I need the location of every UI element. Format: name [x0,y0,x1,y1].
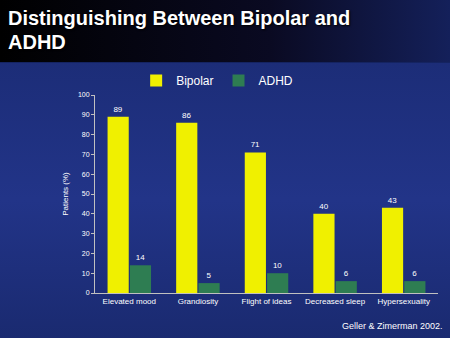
svg-text:20: 20 [82,250,90,257]
svg-text:0: 0 [86,289,90,296]
svg-text:80: 80 [82,131,90,138]
svg-text:86: 86 [182,111,191,120]
svg-text:6: 6 [412,269,417,278]
svg-text:100: 100 [78,91,90,98]
svg-text:Elevated mood: Elevated mood [103,297,156,306]
html-text:Distinguishing Between Bipolar: Distinguishing Between Bipolar and ADHD [8,7,351,53]
svg-text:40: 40 [319,202,328,211]
svg-text:89: 89 [113,105,122,114]
svg-text:Patients (%): Patients (%) [61,172,70,216]
svg-text:6: 6 [344,269,349,278]
svg-text:Geller & Zimerman 2002.: Geller & Zimerman 2002. [342,321,443,331]
svg-text:Hypersexuality: Hypersexuality [377,297,429,306]
svg-text:50: 50 [82,190,90,197]
svg-text:ADHD: ADHD [259,74,293,88]
svg-text:71: 71 [251,140,260,149]
svg-text:10: 10 [273,261,282,270]
svg-text:Grandiosity: Grandiosity [178,297,218,306]
svg-text:Decreased sleep: Decreased sleep [305,297,366,306]
svg-text:70: 70 [82,151,90,158]
svg-text:10: 10 [82,270,90,277]
svg-text:Bipolar: Bipolar [176,74,213,88]
svg-text:40: 40 [82,210,90,217]
svg-text:90: 90 [82,111,90,118]
svg-text:60: 60 [82,171,90,178]
svg-text:30: 30 [82,230,90,237]
svg-text:43: 43 [388,196,397,205]
svg-text:5: 5 [207,271,212,280]
svg-text:14: 14 [136,253,145,262]
svg-text:Flight of ideas: Flight of ideas [242,297,292,306]
